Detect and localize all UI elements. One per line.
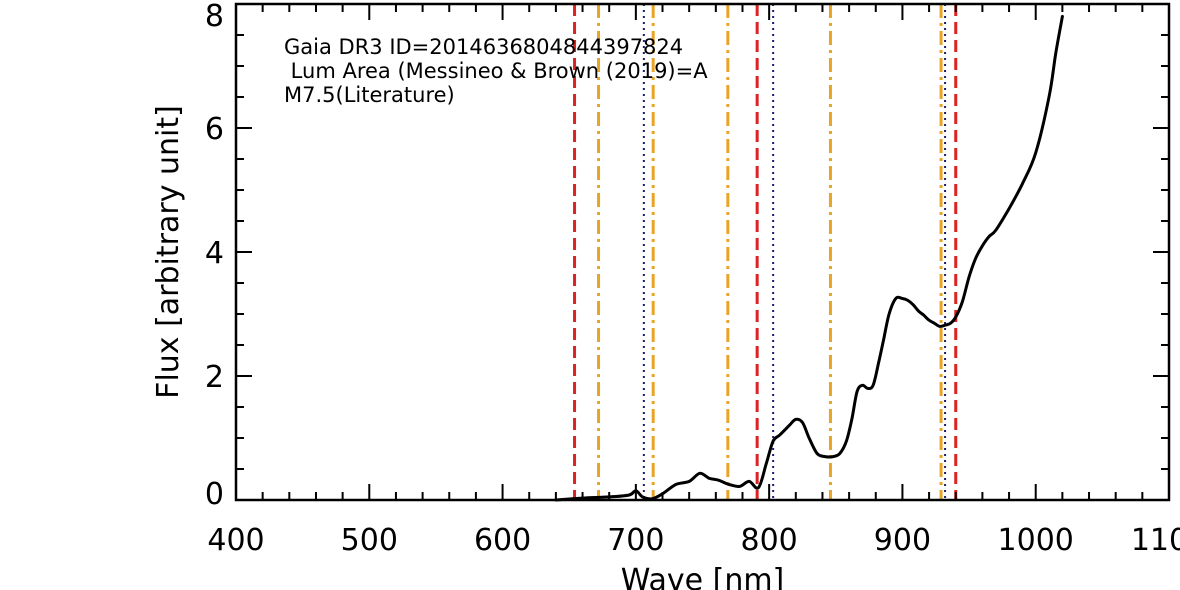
axis-ticks [235,3,1170,501]
y-tick-label: 2 [205,360,224,395]
x-tick-label: 600 [474,523,531,558]
x-tick-label: 1000 [998,523,1074,558]
y-tick-label: 0 [205,477,224,512]
plot-frame [234,2,1171,502]
spectrum-line-0 [554,14,1064,502]
y-axis-title: Flux [arbitrary unit] [151,105,186,399]
x-tick-label: 800 [741,523,798,558]
y-tick-label: 6 [205,112,224,147]
x-tick-label: 900 [874,523,931,558]
reference-lines [573,4,958,500]
x-tick-label: 700 [607,523,664,558]
x-tick-label: 500 [341,523,398,558]
annotation-gaia-id: Gaia DR3 ID=2014636804844397824 [284,35,683,59]
y-tick-label: 8 [205,0,224,34]
x-tick-label: 400 [207,523,264,558]
x-axis-title: Wave [nm] [621,563,785,590]
annotation-lum-area: Lum Area (Messineo & Brown (2019)=A [284,59,708,83]
y-tick-label: 4 [205,236,224,271]
series-layer [554,14,1064,502]
annotation-spectral-type: M7.5(Literature) [284,83,455,107]
